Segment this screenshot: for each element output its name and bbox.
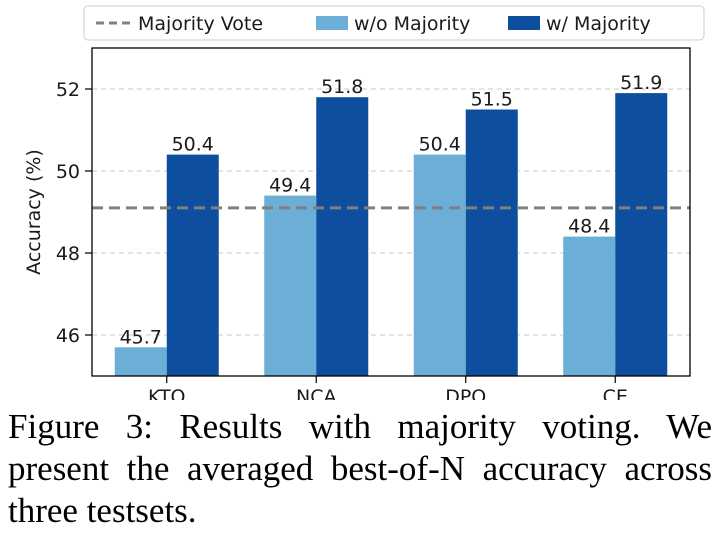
data-label: 51.5 — [471, 89, 513, 111]
y-axis-label: Accuracy (%) — [23, 149, 45, 275]
legend-label-with-majority: w/ Majority — [546, 13, 651, 35]
plot-frame — [91, 47, 691, 377]
bar-without-majority-kto — [114, 347, 167, 376]
bar-chart: 45.7 50.4 49.4 51.8 50.4 51.5 48.4 51.9 46 48 50 5… — [23, 5, 705, 400]
bar-with-majority-ce — [615, 93, 668, 376]
data-label: 51.9 — [620, 72, 662, 94]
bar-with-majority-kto — [166, 154, 219, 376]
x-tick-label: DPO — [445, 386, 486, 400]
figure-caption: Figure 3: Results with majority voting. … — [8, 407, 712, 530]
data-label: 50.4 — [172, 134, 214, 156]
data-label: 50.4 — [419, 134, 461, 156]
bar-without-majority-dpo — [413, 154, 466, 376]
bars — [114, 93, 668, 376]
data-label: 49.4 — [269, 175, 311, 197]
data-labels: 45.7 50.4 49.4 51.8 50.4 51.5 48.4 51.9 — [120, 72, 663, 348]
y-tick-label: 46 — [56, 325, 80, 347]
data-label: 45.7 — [120, 326, 162, 348]
bar-without-majority-nca — [264, 195, 317, 376]
axis-ticks: 46 48 50 52 KTO NCA DPO CE — [56, 79, 628, 400]
legend-swatch-with-majority — [508, 16, 540, 30]
bar-with-majority-dpo — [465, 109, 518, 376]
y-tick-label: 50 — [56, 161, 80, 183]
data-label: 51.8 — [321, 76, 363, 98]
bar-without-majority-ce — [563, 236, 616, 376]
legend-box — [83, 5, 705, 41]
bar-with-majority-nca — [316, 97, 369, 376]
x-tick-label: CE — [603, 386, 628, 400]
x-tick-label: NCA — [296, 386, 336, 400]
data-label: 48.4 — [568, 216, 610, 238]
x-tick-label: KTO — [148, 386, 186, 400]
legend-swatch-without-majority — [316, 16, 348, 30]
y-tick-label: 52 — [56, 79, 80, 101]
legend-label-without-majority: w/o Majority — [354, 13, 470, 35]
legend: Majority Vote w/o Majority w/ Majority — [83, 5, 705, 41]
legend-label-majority-vote: Majority Vote — [138, 13, 263, 35]
y-tick-label: 48 — [56, 243, 80, 265]
